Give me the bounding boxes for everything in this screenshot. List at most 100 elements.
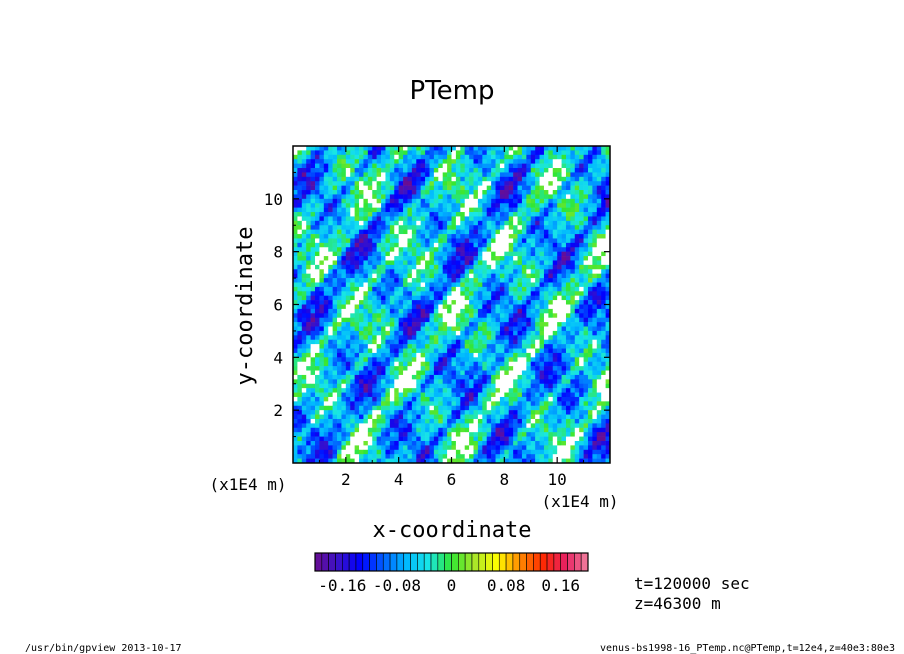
heatmap-cell: [301, 423, 307, 429]
heatmap-cell: [319, 352, 325, 358]
heatmap-cell: [363, 352, 369, 358]
heatmap-cell: [376, 405, 382, 411]
heatmap-cell: [398, 392, 404, 398]
heatmap-cell: [315, 225, 320, 230]
heatmap-cell: [345, 396, 351, 402]
heatmap-cell: [548, 352, 554, 358]
heatmap-cell: [464, 278, 470, 283]
heatmap-cell: [499, 366, 505, 371]
heatmap-cell: [425, 317, 430, 323]
heatmap-cell: [354, 388, 360, 393]
heatmap-cell: [328, 172, 333, 178]
heatmap-cell: [433, 326, 439, 332]
heatmap-cell: [363, 366, 369, 371]
heatmap-cell: [372, 335, 377, 341]
heatmap-cell: [557, 194, 562, 200]
heatmap-cell: [359, 326, 364, 332]
heatmap-cell: [601, 212, 606, 217]
heatmap-cell: [297, 282, 303, 288]
heatmap-cell: [499, 374, 505, 380]
heatmap-cell: [301, 366, 307, 371]
heatmap-cell: [429, 405, 435, 411]
heatmap-cell: [552, 361, 558, 367]
heatmap-cell: [552, 176, 558, 182]
heatmap-cell: [482, 242, 488, 248]
heatmap-cell: [407, 216, 413, 222]
heatmap-cell: [543, 440, 549, 446]
heatmap-cell: [411, 436, 417, 442]
heatmap-cell: [539, 207, 545, 213]
heatmap-cell: [293, 247, 298, 252]
heatmap-cell: [385, 366, 391, 371]
heatmap-cell: [385, 154, 391, 160]
heatmap-cell: [372, 251, 377, 257]
heatmap-cell: [332, 172, 338, 178]
heatmap-cell: [570, 445, 576, 451]
heatmap-cell: [337, 335, 342, 341]
heatmap-cell: [398, 414, 404, 420]
heatmap-cell: [491, 220, 496, 226]
heatmap-cell: [583, 410, 589, 415]
heatmap-cell: [359, 440, 364, 446]
heatmap-cell: [433, 185, 439, 191]
heatmap-cell: [469, 410, 474, 415]
heatmap-cell: [394, 216, 399, 222]
heatmap-cell: [394, 176, 399, 182]
heatmap-cell: [491, 405, 496, 411]
heatmap-cell: [587, 379, 593, 385]
heatmap-cell: [301, 392, 307, 398]
heatmap-cell: [372, 176, 377, 182]
heatmap-cell: [477, 357, 483, 363]
heatmap-cell: [306, 339, 311, 345]
heatmap-cell: [403, 322, 408, 327]
heatmap-cell: [530, 251, 536, 257]
heatmap-cell: [596, 207, 602, 213]
heatmap-cell: [530, 423, 536, 429]
heatmap-cell: [587, 264, 593, 270]
heatmap-cell: [486, 308, 492, 314]
heatmap-cell: [526, 286, 532, 292]
heatmap-cell: [455, 269, 461, 274]
heatmap-cell: [350, 146, 355, 151]
heatmap-cell: [530, 234, 536, 239]
heatmap-cell: [526, 335, 532, 341]
heatmap-cell: [486, 273, 492, 279]
heatmap-cell: [579, 278, 584, 283]
heatmap-cell: [310, 291, 316, 296]
heatmap-cell: [486, 220, 492, 226]
heatmap-cell: [389, 357, 395, 363]
heatmap-cell: [473, 242, 479, 248]
heatmap-cell: [315, 379, 320, 385]
heatmap-cell: [354, 392, 360, 398]
heatmap-cell: [574, 370, 580, 376]
heatmap-cell: [345, 335, 351, 341]
heatmap-cell: [464, 379, 470, 385]
heatmap-cell: [398, 427, 404, 433]
heatmap-cell: [601, 194, 606, 200]
heatmap-cell: [539, 370, 545, 376]
heatmap-cell: [557, 436, 562, 442]
heatmap-cell: [306, 366, 311, 371]
heatmap-cell: [301, 445, 307, 451]
heatmap-cell: [306, 282, 311, 288]
heatmap-cell: [297, 330, 303, 336]
heatmap-cell: [530, 352, 536, 358]
heatmap-cell: [521, 357, 527, 363]
heatmap-cell: [491, 256, 496, 261]
heatmap-cell: [407, 212, 413, 217]
heatmap-cell: [561, 330, 567, 336]
heatmap-cell: [557, 308, 562, 314]
heatmap-cell: [451, 238, 457, 244]
heatmap-cell: [535, 203, 540, 208]
heatmap-cell: [495, 256, 501, 261]
heatmap-cell: [535, 251, 540, 257]
heatmap-cell: [297, 168, 303, 173]
heatmap-cell: [345, 207, 351, 213]
heatmap-cell: [499, 225, 505, 230]
heatmap-cell: [442, 185, 448, 191]
heatmap-cell: [319, 322, 325, 327]
heatmap-cell: [407, 313, 413, 319]
heatmap-cell: [535, 295, 540, 301]
heatmap-cell: [323, 440, 329, 446]
heatmap-cell: [491, 229, 496, 235]
